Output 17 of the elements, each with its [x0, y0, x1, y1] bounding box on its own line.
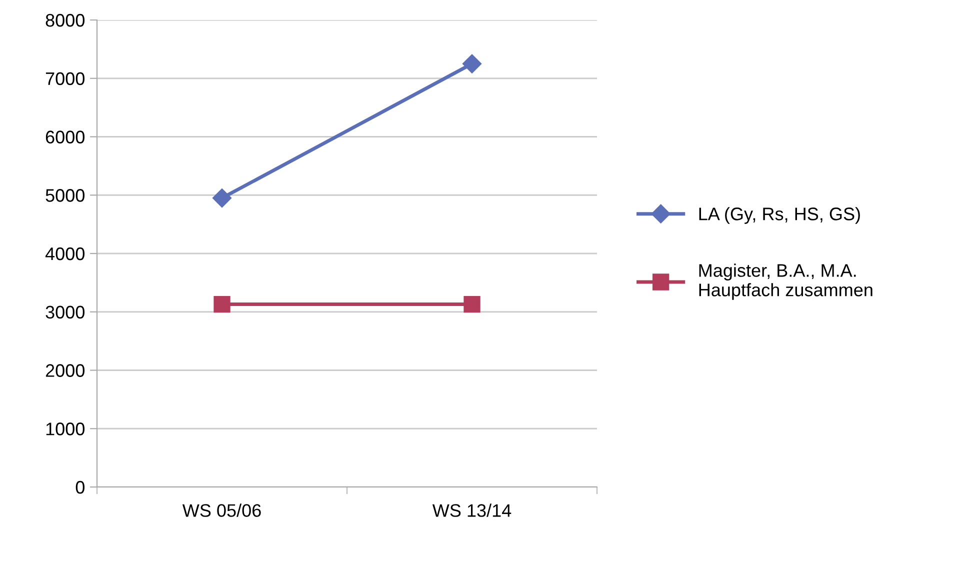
x-tick-label: WS 05/06	[182, 504, 261, 517]
y-tick-label: 1000	[46, 422, 84, 436]
legend-label: Magister, B.A., M.A. Hauptfach zusammen	[699, 264, 872, 300]
legend-label: LA (Gy, Rs, HS, GS)	[699, 207, 860, 224]
point	[214, 296, 230, 313]
point	[464, 296, 480, 313]
y-tick-label: 8000	[46, 14, 84, 27]
y-tick-label: 6000	[46, 130, 84, 144]
y-tick-label: 2000	[46, 364, 84, 377]
y-tick-label: 0	[76, 480, 84, 494]
y-tick-label: 7000	[46, 72, 84, 86]
point	[212, 188, 232, 208]
x-tick-label: WS 13/14	[432, 504, 512, 517]
point	[462, 54, 482, 74]
y-tick-label: 4000	[45, 247, 84, 260]
y-tick-label: 3000	[46, 306, 84, 319]
y-tick-label: 5000	[46, 189, 84, 202]
